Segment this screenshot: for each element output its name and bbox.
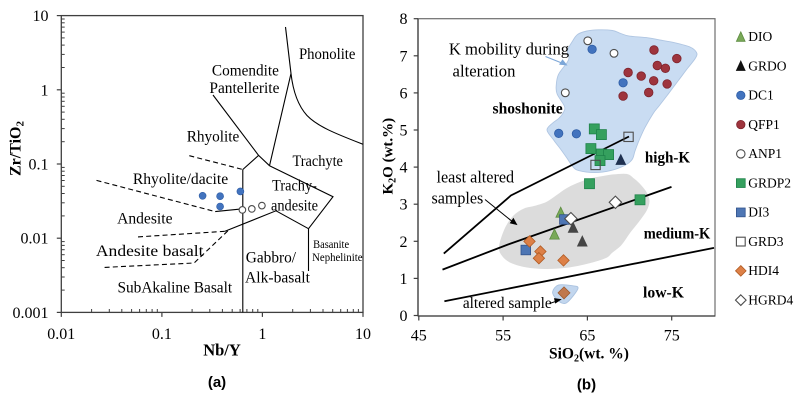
svg-text:Nb/Y: Nb/Y (203, 341, 241, 360)
svg-text:3: 3 (400, 197, 408, 214)
svg-text:Zr/TiO2: Zr/TiO2 (8, 121, 27, 177)
svg-text:55: 55 (495, 327, 511, 344)
svg-text:andesite: andesite (271, 197, 318, 214)
svg-text:shoshonite: shoshonite (493, 100, 563, 117)
svg-text:(a): (a) (208, 374, 226, 391)
svg-text:2: 2 (400, 234, 408, 251)
svg-text:5: 5 (400, 123, 408, 140)
svg-text:1: 1 (41, 82, 49, 99)
svg-text:Rhyolite: Rhyolite (187, 129, 240, 146)
svg-text:Rhyolite/dacite: Rhyolite/dacite (133, 171, 228, 188)
svg-text:10: 10 (355, 326, 371, 343)
svg-text:1: 1 (258, 326, 266, 343)
svg-text:(b): (b) (577, 377, 596, 394)
svg-text:0.01: 0.01 (21, 231, 49, 248)
svg-text:DIO: DIO (748, 29, 772, 44)
svg-text:GRDP2: GRDP2 (748, 175, 791, 190)
svg-text:Comendite: Comendite (212, 63, 279, 80)
svg-text:65: 65 (579, 327, 595, 344)
svg-text:4: 4 (400, 160, 408, 177)
svg-text:Phonolite: Phonolite (299, 46, 356, 63)
svg-text:Gabbro/: Gabbro/ (246, 249, 297, 266)
svg-text:Andesite basalt: Andesite basalt (96, 243, 204, 260)
svg-text:ANP1: ANP1 (748, 146, 782, 161)
svg-text:45: 45 (411, 327, 427, 344)
svg-text:0.01: 0.01 (47, 326, 75, 343)
svg-text:0.001: 0.001 (13, 305, 49, 322)
svg-text:0.1: 0.1 (29, 157, 49, 174)
svg-text:least altered: least altered (437, 167, 515, 186)
svg-text:Alk-basalt: Alk-basalt (245, 269, 310, 286)
svg-text:6: 6 (400, 85, 408, 102)
svg-text:0: 0 (400, 308, 408, 325)
svg-text:75: 75 (664, 327, 680, 344)
svg-text:Nephelinite: Nephelinite (312, 252, 362, 264)
svg-text:Trachyte: Trachyte (292, 153, 343, 170)
svg-text:low-K: low-K (643, 284, 685, 301)
svg-text:8: 8 (400, 11, 408, 28)
svg-text:GRDO: GRDO (748, 58, 787, 73)
svg-text:SubAkaline Basalt: SubAkaline Basalt (117, 279, 232, 296)
svg-text:Basanite: Basanite (313, 239, 349, 251)
svg-text:HGRD4: HGRD4 (748, 292, 793, 307)
svg-text:0.1: 0.1 (152, 326, 172, 343)
svg-text:10: 10 (33, 8, 49, 25)
svg-text:QFP1: QFP1 (748, 117, 780, 132)
svg-text:alteration: alteration (453, 62, 516, 81)
svg-text:7: 7 (400, 48, 408, 65)
svg-text:Andesite: Andesite (117, 210, 172, 227)
svg-text:altered sample: altered sample (463, 295, 552, 312)
svg-text:K2O (wt.%): K2O (wt.%) (381, 118, 399, 195)
svg-text:samples: samples (431, 189, 483, 208)
svg-text:GRD3: GRD3 (748, 234, 784, 249)
svg-text:1: 1 (400, 271, 408, 288)
svg-text:high-K: high-K (645, 149, 691, 166)
svg-text:SiO2(wt. %): SiO2(wt. %) (549, 346, 629, 365)
svg-text:DC1: DC1 (748, 88, 774, 103)
svg-text:DI3: DI3 (748, 205, 769, 220)
svg-text:HDI4: HDI4 (748, 263, 779, 278)
svg-text:Trachy-: Trachy- (272, 178, 317, 195)
svg-text:Pantellerite: Pantellerite (209, 80, 279, 97)
svg-text:medium-K: medium-K (644, 225, 711, 242)
svg-text:K mobility during: K mobility during (449, 40, 569, 59)
